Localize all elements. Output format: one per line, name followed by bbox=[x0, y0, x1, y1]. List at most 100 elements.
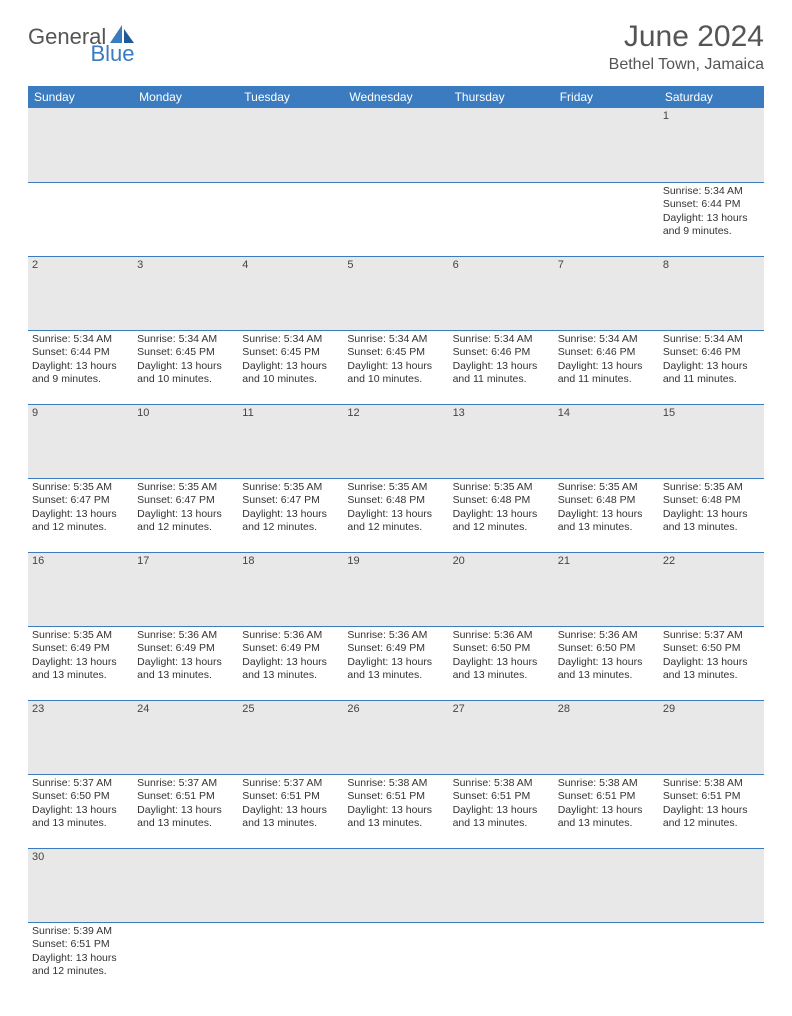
location: Bethel Town, Jamaica bbox=[609, 56, 764, 74]
day-detail: Sunrise: 5:34 AMSunset: 6:44 PMDaylight:… bbox=[32, 333, 129, 388]
day-number: 3 bbox=[133, 256, 238, 330]
day-number bbox=[449, 108, 554, 182]
day-cell bbox=[343, 182, 448, 256]
day-number: 11 bbox=[238, 404, 343, 478]
day-cell: Sunrise: 5:36 AMSunset: 6:49 PMDaylight:… bbox=[133, 626, 238, 700]
day-cell: Sunrise: 5:34 AMSunset: 6:45 PMDaylight:… bbox=[133, 330, 238, 404]
day-number: 24 bbox=[133, 700, 238, 774]
daynum-row: 16171819202122 bbox=[28, 552, 764, 626]
day-cell bbox=[554, 922, 659, 996]
header-row: SundayMondayTuesdayWednesdayThursdayFrid… bbox=[28, 86, 764, 108]
day-detail: Sunrise: 5:35 AMSunset: 6:48 PMDaylight:… bbox=[347, 481, 444, 536]
day-number bbox=[133, 848, 238, 922]
day-number: 30 bbox=[28, 848, 133, 922]
day-detail: Sunrise: 5:35 AMSunset: 6:48 PMDaylight:… bbox=[663, 481, 760, 536]
day-cell: Sunrise: 5:35 AMSunset: 6:48 PMDaylight:… bbox=[449, 478, 554, 552]
day-number: 10 bbox=[133, 404, 238, 478]
week-row: Sunrise: 5:39 AMSunset: 6:51 PMDaylight:… bbox=[28, 922, 764, 996]
week-row: Sunrise: 5:34 AMSunset: 6:44 PMDaylight:… bbox=[28, 182, 764, 256]
week-row: Sunrise: 5:35 AMSunset: 6:49 PMDaylight:… bbox=[28, 626, 764, 700]
title-block: June 2024 Bethel Town, Jamaica bbox=[609, 20, 764, 74]
day-cell bbox=[449, 182, 554, 256]
day-cell bbox=[238, 182, 343, 256]
day-header: Thursday bbox=[449, 86, 554, 108]
day-number: 5 bbox=[343, 256, 448, 330]
day-detail: Sunrise: 5:35 AMSunset: 6:49 PMDaylight:… bbox=[32, 629, 129, 684]
day-cell: Sunrise: 5:35 AMSunset: 6:47 PMDaylight:… bbox=[238, 478, 343, 552]
day-cell: Sunrise: 5:37 AMSunset: 6:51 PMDaylight:… bbox=[133, 774, 238, 848]
daynum-row: 1 bbox=[28, 108, 764, 182]
day-number: 15 bbox=[659, 404, 764, 478]
day-detail: Sunrise: 5:34 AMSunset: 6:45 PMDaylight:… bbox=[242, 333, 339, 388]
day-cell: Sunrise: 5:38 AMSunset: 6:51 PMDaylight:… bbox=[449, 774, 554, 848]
day-number: 14 bbox=[554, 404, 659, 478]
day-cell bbox=[449, 922, 554, 996]
day-header: Sunday bbox=[28, 86, 133, 108]
day-number: 23 bbox=[28, 700, 133, 774]
day-detail: Sunrise: 5:37 AMSunset: 6:50 PMDaylight:… bbox=[32, 777, 129, 832]
day-header: Tuesday bbox=[238, 86, 343, 108]
day-detail: Sunrise: 5:38 AMSunset: 6:51 PMDaylight:… bbox=[453, 777, 550, 832]
day-detail: Sunrise: 5:36 AMSunset: 6:49 PMDaylight:… bbox=[347, 629, 444, 684]
day-number: 20 bbox=[449, 552, 554, 626]
day-cell bbox=[133, 922, 238, 996]
day-detail: Sunrise: 5:35 AMSunset: 6:47 PMDaylight:… bbox=[242, 481, 339, 536]
day-detail: Sunrise: 5:39 AMSunset: 6:51 PMDaylight:… bbox=[32, 925, 129, 980]
week-row: Sunrise: 5:37 AMSunset: 6:50 PMDaylight:… bbox=[28, 774, 764, 848]
day-number: 18 bbox=[238, 552, 343, 626]
day-number: 29 bbox=[659, 700, 764, 774]
day-cell: Sunrise: 5:35 AMSunset: 6:49 PMDaylight:… bbox=[28, 626, 133, 700]
daynum-row: 9101112131415 bbox=[28, 404, 764, 478]
day-header: Monday bbox=[133, 86, 238, 108]
day-number: 12 bbox=[343, 404, 448, 478]
day-cell bbox=[659, 922, 764, 996]
day-detail: Sunrise: 5:35 AMSunset: 6:48 PMDaylight:… bbox=[558, 481, 655, 536]
day-cell bbox=[554, 182, 659, 256]
day-cell: Sunrise: 5:35 AMSunset: 6:48 PMDaylight:… bbox=[554, 478, 659, 552]
day-cell: Sunrise: 5:36 AMSunset: 6:50 PMDaylight:… bbox=[554, 626, 659, 700]
day-detail: Sunrise: 5:37 AMSunset: 6:50 PMDaylight:… bbox=[663, 629, 760, 684]
day-number bbox=[343, 108, 448, 182]
logo-text-blue: Blue bbox=[90, 41, 134, 67]
day-number bbox=[28, 108, 133, 182]
calendar-table: SundayMondayTuesdayWednesdayThursdayFrid… bbox=[28, 86, 764, 996]
day-cell: Sunrise: 5:34 AMSunset: 6:46 PMDaylight:… bbox=[659, 330, 764, 404]
day-cell: Sunrise: 5:34 AMSunset: 6:46 PMDaylight:… bbox=[449, 330, 554, 404]
day-number: 27 bbox=[449, 700, 554, 774]
day-detail: Sunrise: 5:34 AMSunset: 6:46 PMDaylight:… bbox=[558, 333, 655, 388]
day-header: Friday bbox=[554, 86, 659, 108]
day-cell bbox=[238, 922, 343, 996]
day-cell: Sunrise: 5:36 AMSunset: 6:50 PMDaylight:… bbox=[449, 626, 554, 700]
day-cell: Sunrise: 5:34 AMSunset: 6:45 PMDaylight:… bbox=[238, 330, 343, 404]
day-detail: Sunrise: 5:35 AMSunset: 6:48 PMDaylight:… bbox=[453, 481, 550, 536]
day-number: 26 bbox=[343, 700, 448, 774]
day-detail: Sunrise: 5:38 AMSunset: 6:51 PMDaylight:… bbox=[558, 777, 655, 832]
day-number bbox=[133, 108, 238, 182]
day-cell bbox=[133, 182, 238, 256]
day-number: 17 bbox=[133, 552, 238, 626]
day-cell: Sunrise: 5:37 AMSunset: 6:51 PMDaylight:… bbox=[238, 774, 343, 848]
day-number: 13 bbox=[449, 404, 554, 478]
day-cell: Sunrise: 5:34 AMSunset: 6:45 PMDaylight:… bbox=[343, 330, 448, 404]
day-header: Saturday bbox=[659, 86, 764, 108]
day-cell: Sunrise: 5:37 AMSunset: 6:50 PMDaylight:… bbox=[659, 626, 764, 700]
day-cell: Sunrise: 5:35 AMSunset: 6:48 PMDaylight:… bbox=[343, 478, 448, 552]
day-detail: Sunrise: 5:38 AMSunset: 6:51 PMDaylight:… bbox=[663, 777, 760, 832]
day-cell: Sunrise: 5:35 AMSunset: 6:47 PMDaylight:… bbox=[28, 478, 133, 552]
day-detail: Sunrise: 5:36 AMSunset: 6:50 PMDaylight:… bbox=[453, 629, 550, 684]
page: General June 2024 Bethel Town, Jamaica .… bbox=[0, 0, 792, 1016]
day-cell: Sunrise: 5:38 AMSunset: 6:51 PMDaylight:… bbox=[659, 774, 764, 848]
day-number bbox=[659, 848, 764, 922]
daynum-row: 30 bbox=[28, 848, 764, 922]
day-number bbox=[449, 848, 554, 922]
day-detail: Sunrise: 5:36 AMSunset: 6:49 PMDaylight:… bbox=[242, 629, 339, 684]
day-number: 1 bbox=[659, 108, 764, 182]
day-detail: Sunrise: 5:35 AMSunset: 6:47 PMDaylight:… bbox=[32, 481, 129, 536]
day-number bbox=[554, 108, 659, 182]
day-number bbox=[343, 848, 448, 922]
day-detail: Sunrise: 5:35 AMSunset: 6:47 PMDaylight:… bbox=[137, 481, 234, 536]
day-number: 22 bbox=[659, 552, 764, 626]
day-number: 7 bbox=[554, 256, 659, 330]
day-detail: Sunrise: 5:37 AMSunset: 6:51 PMDaylight:… bbox=[137, 777, 234, 832]
day-detail: Sunrise: 5:34 AMSunset: 6:45 PMDaylight:… bbox=[137, 333, 234, 388]
